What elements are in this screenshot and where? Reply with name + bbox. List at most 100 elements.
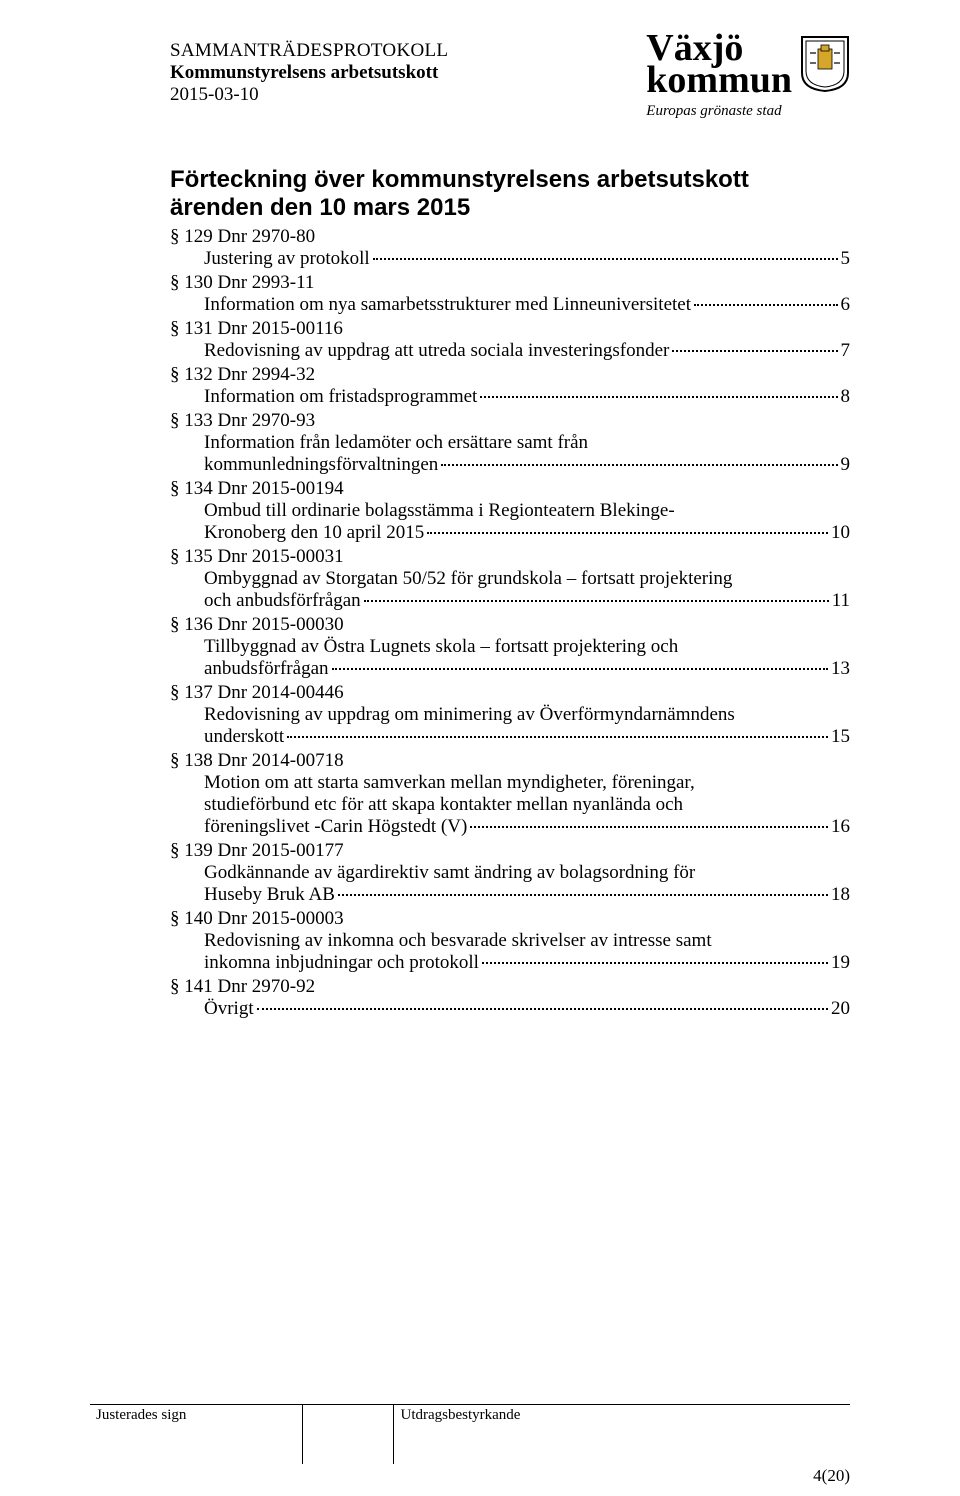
- toc-section-label: § 140 Dnr 2015-00003: [170, 908, 850, 930]
- toc-section-label: § 130 Dnr 2993-11: [170, 272, 850, 294]
- toc-leader-line: underskott 15: [170, 726, 850, 748]
- header-text-block: SAMMANTRÄDESPROTOKOLL Kommunstyrelsens a…: [170, 40, 448, 106]
- toc-section-label: § 131 Dnr 2015-00116: [170, 318, 850, 340]
- toc-title-text: Redovisning av uppdrag att utreda social…: [204, 340, 669, 362]
- toc-title-text: kommunledningsförvaltningen: [204, 454, 438, 476]
- toc-page-number: 6: [841, 294, 851, 316]
- toc-page-number: 8: [841, 386, 851, 408]
- toc-title-text: Övrigt: [204, 998, 254, 1020]
- toc-section-label: § 129 Dnr 2970-80: [170, 226, 850, 248]
- toc-title-text: Justering av protokoll: [204, 248, 370, 270]
- toc-title-line: Godkännande av ägardirektiv samt ändring…: [170, 862, 850, 884]
- toc-section-label: § 138 Dnr 2014-00718: [170, 750, 850, 772]
- toc-leader-line: Justering av protokoll 5: [170, 248, 850, 270]
- toc-dot-leader: [332, 668, 828, 670]
- toc-item: § 139 Dnr 2015-00177Godkännande av ägard…: [170, 840, 850, 906]
- toc-page-number: 10: [831, 522, 850, 544]
- toc-dot-leader: [373, 258, 838, 260]
- toc-leader-line: föreningslivet -Carin Högstedt (V) 16: [170, 816, 850, 838]
- toc-dot-leader: [480, 396, 837, 398]
- toc-leader-line: Övrigt 20: [170, 998, 850, 1020]
- toc-dot-leader: [672, 350, 837, 352]
- toc-page-number: 5: [841, 248, 851, 270]
- toc-section-label: § 135 Dnr 2015-00031: [170, 546, 850, 568]
- toc-title-line: Tillbyggnad av Östra Lugnets skola – for…: [170, 636, 850, 658]
- toc-leader-line: inkomna inbjudningar och protokoll 19: [170, 952, 850, 974]
- toc-title-text: föreningslivet -Carin Högstedt (V): [204, 816, 467, 838]
- toc-section-label: § 134 Dnr 2015-00194: [170, 478, 850, 500]
- toc-page-number: 20: [831, 998, 850, 1020]
- heading-line1: Förteckning över kommunstyrelsens arbets…: [170, 166, 749, 193]
- footer-table: Justerades sign Utdragsbestyrkande: [90, 1404, 850, 1464]
- footer-spacer: [303, 1405, 394, 1465]
- toc-section-label: § 139 Dnr 2015-00177: [170, 840, 850, 862]
- toc-title-text: Kronoberg den 10 april 2015: [204, 522, 424, 544]
- toc-item: § 141 Dnr 2970-92Övrigt 20: [170, 976, 850, 1020]
- toc-title-line: Ombud till ordinarie bolagsstämma i Regi…: [170, 500, 850, 522]
- toc-title-line: Information från ledamöter och ersättare…: [170, 432, 850, 454]
- toc-title-text: Information om fristadsprogrammet: [204, 386, 477, 408]
- toc-dot-leader: [257, 1008, 828, 1010]
- logo-line2: kommun: [646, 64, 792, 96]
- toc-item: § 133 Dnr 2970-93Information från ledamö…: [170, 410, 850, 476]
- document-date: 2015-03-10: [170, 84, 448, 106]
- toc-dot-leader: [694, 304, 838, 306]
- toc-leader-line: Huseby Bruk AB 18: [170, 884, 850, 906]
- committee-name: Kommunstyrelsens arbetsutskott: [170, 62, 448, 84]
- footer-left: Justerades sign: [90, 1405, 303, 1465]
- toc-item: § 136 Dnr 2015-00030Tillbyggnad av Östra…: [170, 614, 850, 680]
- logo-text: Växjö kommun: [646, 32, 792, 97]
- toc-page-number: 15: [831, 726, 850, 748]
- toc-item: § 134 Dnr 2015-00194Ombud till ordinarie…: [170, 478, 850, 544]
- toc-item: § 135 Dnr 2015-00031Ombyggnad av Storgat…: [170, 546, 850, 612]
- toc-page-number: 11: [832, 590, 850, 612]
- toc-item: § 132 Dnr 2994-32Information om fristads…: [170, 364, 850, 408]
- toc-title-text: anbudsförfrågan: [204, 658, 329, 680]
- footer: Justerades sign Utdragsbestyrkande 4(20): [90, 1404, 850, 1464]
- toc-title-text: Huseby Bruk AB: [204, 884, 335, 906]
- toc-leader-line: anbudsförfrågan 13: [170, 658, 850, 680]
- toc-item: § 130 Dnr 2993-11Information om nya sama…: [170, 272, 850, 316]
- toc-title-text: och anbudsförfrågan: [204, 590, 361, 612]
- toc-section-label: § 136 Dnr 2015-00030: [170, 614, 850, 636]
- toc-item: § 131 Dnr 2015-00116Redovisning av uppdr…: [170, 318, 850, 362]
- toc-leader-line: kommunledningsförvaltningen 9: [170, 454, 850, 476]
- doc-type: SAMMANTRÄDESPROTOKOLL: [170, 40, 448, 62]
- heading-line2: ärenden den 10 mars 2015: [170, 194, 470, 221]
- toc-dot-leader: [287, 736, 828, 738]
- toc-section-label: § 141 Dnr 2970-92: [170, 976, 850, 998]
- toc-leader-line: Information om nya samarbetsstrukturer m…: [170, 294, 850, 316]
- toc-section-label: § 132 Dnr 2994-32: [170, 364, 850, 386]
- toc-item: § 137 Dnr 2014-00446Redovisning av uppdr…: [170, 682, 850, 748]
- toc-page-number: 9: [841, 454, 851, 476]
- toc-title-line: Ombyggnad av Storgatan 50/52 för grundsk…: [170, 568, 850, 590]
- toc-leader-line: Kronoberg den 10 april 2015 10: [170, 522, 850, 544]
- toc-dot-leader: [338, 894, 828, 896]
- toc-page-number: 19: [831, 952, 850, 974]
- toc-page-number: 16: [831, 816, 850, 838]
- toc-dot-leader: [441, 464, 837, 466]
- toc-title-text: underskott: [204, 726, 284, 748]
- toc-title-line: Motion om att starta samverkan mellan my…: [170, 772, 850, 794]
- toc-page-number: 7: [841, 340, 851, 362]
- crest-icon: [800, 35, 850, 93]
- logo-tagline: Europas grönaste stad: [646, 103, 850, 120]
- page-number: 4(20): [813, 1466, 850, 1486]
- page-title: Förteckning över kommunstyrelsens arbets…: [170, 166, 850, 222]
- toc-section-label: § 133 Dnr 2970-93: [170, 410, 850, 432]
- toc-title-line: studieförbund etc för att skapa kontakte…: [170, 794, 850, 816]
- logo-block: Växjö kommun Europas grönaste stad: [646, 32, 850, 120]
- toc-dot-leader: [364, 600, 829, 602]
- toc-item: § 140 Dnr 2015-00003Redovisning av inkom…: [170, 908, 850, 974]
- toc-page-number: 13: [831, 658, 850, 680]
- toc-page-number: 18: [831, 884, 850, 906]
- toc-title-text: inkomna inbjudningar och protokoll: [204, 952, 479, 974]
- logo: Växjö kommun: [646, 32, 850, 97]
- toc-leader-line: Information om fristadsprogrammet 8: [170, 386, 850, 408]
- document-header: SAMMANTRÄDESPROTOKOLL Kommunstyrelsens a…: [170, 40, 850, 106]
- toc-dot-leader: [470, 826, 828, 828]
- toc-dot-leader: [427, 532, 828, 534]
- table-of-contents: § 129 Dnr 2970-80Justering av protokoll 5…: [170, 226, 850, 1020]
- toc-title-line: Redovisning av inkomna och besvarade skr…: [170, 930, 850, 952]
- footer-right: Utdragsbestyrkande: [394, 1405, 850, 1465]
